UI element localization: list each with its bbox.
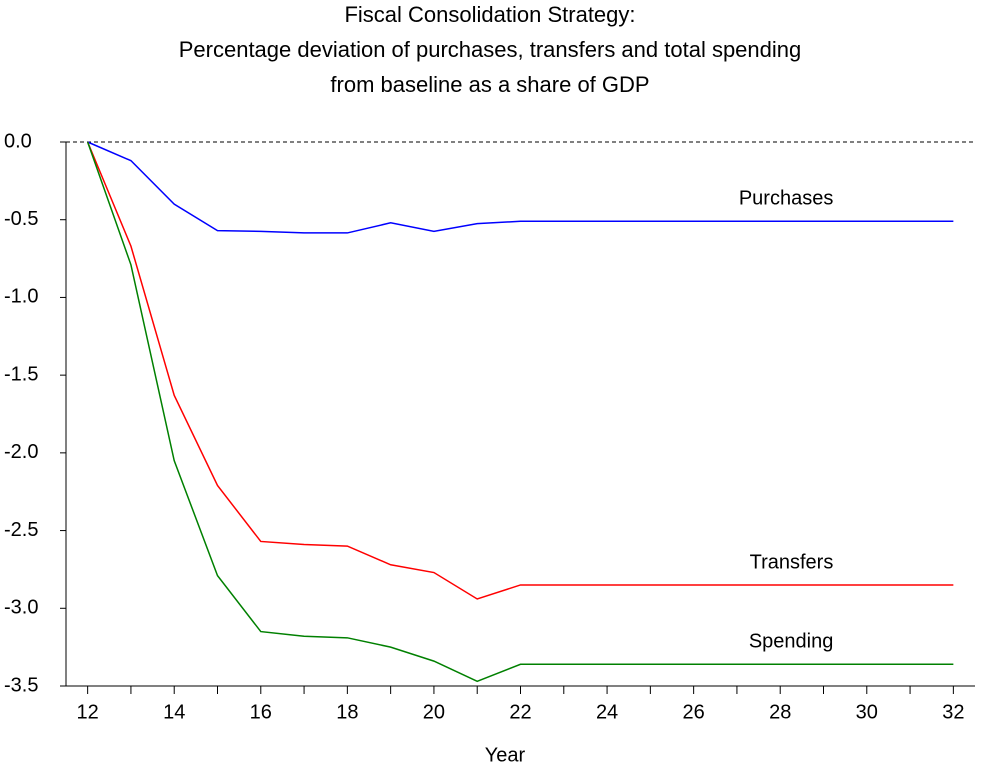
series-line xyxy=(86,141,954,683)
y-tick-label: -0.5 xyxy=(4,208,38,230)
chart-title: from baseline as a share of GDP xyxy=(330,72,649,97)
x-axis-label: Year xyxy=(485,744,526,766)
series-label: Spending xyxy=(749,631,834,653)
x-tick-label: 16 xyxy=(250,701,272,723)
y-tick-label: -3.0 xyxy=(4,597,38,619)
series-line xyxy=(87,141,954,234)
chart-title: Fiscal Consolidation Strategy: xyxy=(344,2,635,27)
x-tick-label: 32 xyxy=(942,701,964,723)
x-tick-label: 30 xyxy=(856,701,878,723)
y-tick-label: -2.5 xyxy=(4,519,38,541)
series-label: Purchases xyxy=(739,188,834,210)
x-tick-label: 22 xyxy=(509,701,531,723)
y-tick-label: -2.0 xyxy=(4,441,38,463)
x-tick-label: 28 xyxy=(769,701,791,723)
y-tick-label: -1.5 xyxy=(4,363,38,385)
series-label: Transfers xyxy=(750,551,834,573)
x-tick-label: 20 xyxy=(423,701,445,723)
x-tick-label: 24 xyxy=(596,701,618,723)
x-tick-label: 18 xyxy=(336,701,358,723)
x-tick-label: 12 xyxy=(77,701,99,723)
chart-title: Percentage deviation of purchases, trans… xyxy=(179,37,802,62)
x-tick-label: 26 xyxy=(683,701,705,723)
y-tick-label: -3.5 xyxy=(4,674,38,696)
x-tick-label: 14 xyxy=(163,701,185,723)
y-tick-label: -1.0 xyxy=(4,286,38,308)
y-tick-label: 0.0 xyxy=(4,130,32,152)
series-line xyxy=(86,141,954,600)
